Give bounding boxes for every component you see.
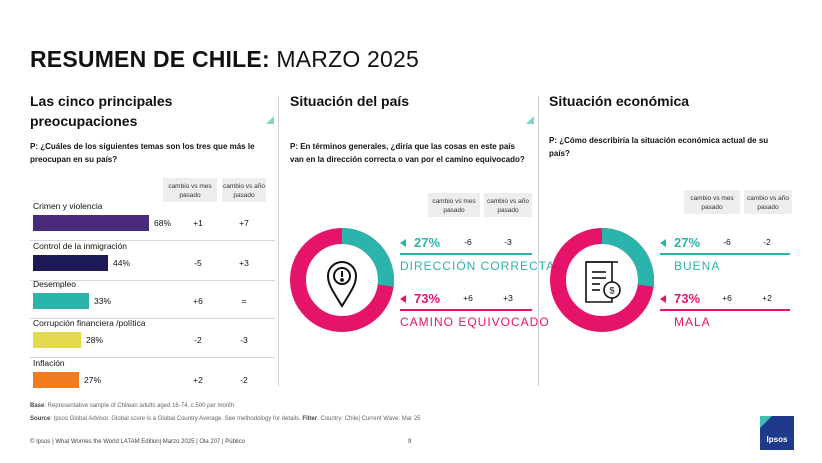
country-title: Situación del país	[290, 93, 410, 109]
concerns-col2-box	[222, 178, 266, 202]
concerns-col1-box	[163, 178, 217, 202]
invoice-coin-icon: $	[585, 261, 621, 303]
country-positive-marker-icon	[400, 239, 406, 247]
economy-negative-change-year: +2	[762, 293, 772, 303]
economy-negative-label: MALA	[674, 315, 711, 329]
footnote-source-text: : Ipsos Global Advisor. Global score is …	[50, 416, 301, 422]
economy-col2-header: cambio vs año pasado	[747, 195, 789, 211]
country-negative-line	[400, 309, 532, 311]
concern-label: Corrupción financiera /política	[33, 318, 146, 328]
economy-negative-pct: 73%	[674, 291, 701, 306]
footnote-base: Base: Representative sample of Chilean a…	[30, 403, 234, 409]
concern-bar	[33, 215, 149, 231]
country-positive-pct: 27%	[414, 235, 441, 250]
country-positive-change-month: -6	[464, 237, 472, 247]
economy-donut-chart: $	[550, 228, 654, 332]
concern-label: Desempleo	[33, 279, 76, 289]
concern-pct: 68%	[154, 218, 172, 228]
concern-bar	[33, 372, 79, 388]
economy-positive-change-year: -2	[763, 237, 771, 247]
list-item: Crimen y violencia 68% +1 +7	[30, 201, 275, 241]
corner-decoration	[266, 116, 274, 124]
concern-label: Inflación	[33, 358, 65, 368]
economy-positive-change-month: -6	[723, 237, 731, 247]
page-title-date: MARZO 2025	[276, 46, 420, 72]
concern-change-year: =	[241, 296, 247, 306]
footnote-source-label: Source	[30, 416, 51, 422]
country-col1-box	[428, 193, 480, 217]
concern-bar	[33, 293, 89, 309]
economy-col2-box	[744, 190, 792, 214]
ipsos-logo: Ipsos	[760, 416, 794, 450]
divider	[538, 96, 539, 386]
country-negative-label: CAMINO EQUIVOCADO	[400, 315, 550, 329]
concern-label: Crimen y violencia	[33, 201, 103, 211]
country-negative-pct: 73%	[414, 291, 441, 306]
concern-change-month: +6	[193, 296, 203, 306]
concern-bar	[33, 255, 108, 271]
economy-question: P: ¿Cómo describiría la situación económ…	[549, 136, 769, 158]
country-col2-header: cambio vs año pasado	[487, 198, 529, 214]
economy-negative-change-month: +6	[722, 293, 732, 303]
page-title: RESUMEN DE CHILE: MARZO 2025	[30, 46, 419, 73]
country-col1-header: cambio vs mes pasado	[432, 198, 476, 214]
country-negative-change-year: +3	[503, 293, 513, 303]
footnote-base-text: : Representative sample of Chilean adult…	[44, 403, 235, 409]
economy-col1-box	[684, 190, 740, 214]
list-item: Control de la inmigración 44% -5 +3	[30, 241, 275, 281]
country-donut-positive-arc	[290, 228, 394, 332]
location-warning-icon	[326, 261, 358, 308]
economy-title: Situación económica	[549, 93, 690, 109]
economy-positive-label: BUENA	[674, 259, 721, 273]
list-item: Desempleo 33% +6 =	[30, 279, 275, 319]
concern-change-year: -3	[240, 335, 248, 345]
concerns-col2-header: cambio vs año pasado	[223, 183, 265, 199]
concern-change-month: -2	[194, 335, 202, 345]
concerns-title: Las cinco principales preocupaciones	[30, 93, 173, 129]
concern-change-month: +2	[193, 375, 203, 385]
footnote-filter-text: : Country: Chile| Current Wave: Mar 25	[317, 416, 421, 422]
economy-positive-marker-icon	[660, 239, 666, 247]
concerns-question: P: ¿Cuáles de los siguientes temas son l…	[30, 142, 255, 164]
concern-label: Control de la inmigración	[33, 241, 128, 251]
concern-change-year: +7	[239, 218, 249, 228]
country-negative-marker-icon	[400, 295, 406, 303]
country-question: P: En términos generales, ¿diría que las…	[290, 142, 525, 164]
concern-change-year: +3	[239, 258, 249, 268]
logo-accent	[760, 416, 772, 428]
corner-decoration	[526, 116, 534, 124]
country-positive-label: DIRECCIÓN CORRECTA	[400, 259, 556, 273]
country-negative-change-month: +6	[463, 293, 473, 303]
page-number: 9	[408, 439, 412, 445]
economy-negative-line	[660, 309, 790, 311]
concern-bar	[33, 332, 81, 348]
concern-pct: 44%	[113, 258, 131, 268]
country-donut-chart	[290, 228, 394, 332]
footnote-source: Source: Ipsos Global Advisor. Global sco…	[30, 416, 420, 422]
country-positive-change-year: -3	[504, 237, 512, 247]
economy-negative-marker-icon	[660, 295, 666, 303]
concern-change-month: -5	[194, 258, 202, 268]
divider	[278, 96, 279, 386]
concern-pct: 33%	[94, 296, 112, 306]
list-item: Inflación 27% +2 -2	[30, 358, 275, 398]
country-positive-line	[400, 253, 532, 255]
concern-pct: 28%	[86, 335, 104, 345]
svg-text:$: $	[609, 286, 614, 296]
footnote-base-label: Base	[30, 403, 45, 409]
country-col2-box	[484, 193, 532, 217]
concerns-col1-header: cambio vs mes pasado	[168, 183, 212, 199]
footer-text: © Ipsos | What Worries the World LATAM E…	[30, 439, 245, 445]
concern-change-year: -2	[240, 375, 248, 385]
concern-change-month: +1	[193, 218, 203, 228]
economy-col1-header: cambio vs mes pasado	[690, 195, 734, 211]
list-item: Corrupción financiera /política 28% -2 -…	[30, 318, 275, 358]
economy-donut-positive-arc	[550, 228, 654, 332]
economy-positive-line	[660, 253, 790, 255]
footnote-filter-label: Filter	[302, 416, 318, 422]
concern-pct: 27%	[84, 375, 102, 385]
economy-positive-pct: 27%	[674, 235, 701, 250]
page-title-bold: RESUMEN DE CHILE:	[30, 46, 270, 72]
